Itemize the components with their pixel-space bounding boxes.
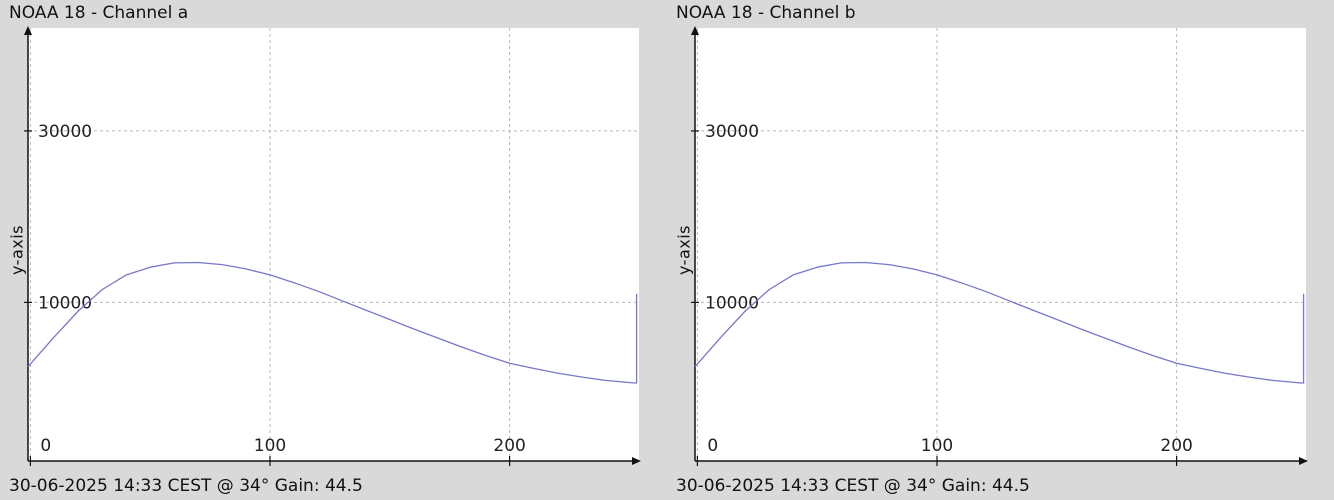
x-tick-label: 100 — [254, 436, 286, 456]
y-tick-label: 10000 — [705, 293, 759, 313]
plot-area — [28, 28, 639, 461]
x-tick-label: 200 — [493, 436, 525, 456]
x-tick-label: 200 — [1160, 436, 1192, 456]
chart-panel-channel-b: NOAA 18 - Channel b y-axis 0 100 200 10000 3… — [667, 0, 1334, 500]
chart-title: NOAA 18 - Channel a — [9, 3, 189, 23]
chart-title: NOAA 18 - Channel b — [676, 3, 856, 23]
chart-plot: 0 100 200 10000 30000 — [24, 26, 641, 466]
y-tick-label: 30000 — [705, 122, 759, 142]
x-axis-arrow — [1299, 457, 1308, 465]
chart-footer: 30-06-2025 14:33 CEST @ 34° Gain: 44.5 — [676, 476, 1030, 496]
x-tick-label: 0 — [40, 436, 51, 456]
chart-plot: 0 100 200 10000 30000 — [691, 26, 1308, 466]
x-tick-label: 100 — [921, 436, 953, 456]
chart-footer: 30-06-2025 14:33 CEST @ 34° Gain: 44.5 — [9, 476, 363, 496]
y-tick-label: 10000 — [38, 293, 92, 313]
x-tick-label: 0 — [707, 436, 718, 456]
y-axis-arrow — [691, 26, 699, 35]
series-line — [27, 261, 638, 384]
y-tick-label: 30000 — [38, 122, 92, 142]
series-line — [694, 261, 1305, 384]
plot-area — [695, 28, 1306, 461]
y-axis-arrow — [24, 26, 32, 35]
chart-panel-channel-a: NOAA 18 - Channel a y-axis 0 100 200 10000 3… — [8, 3, 641, 496]
x-axis-arrow — [632, 457, 641, 465]
